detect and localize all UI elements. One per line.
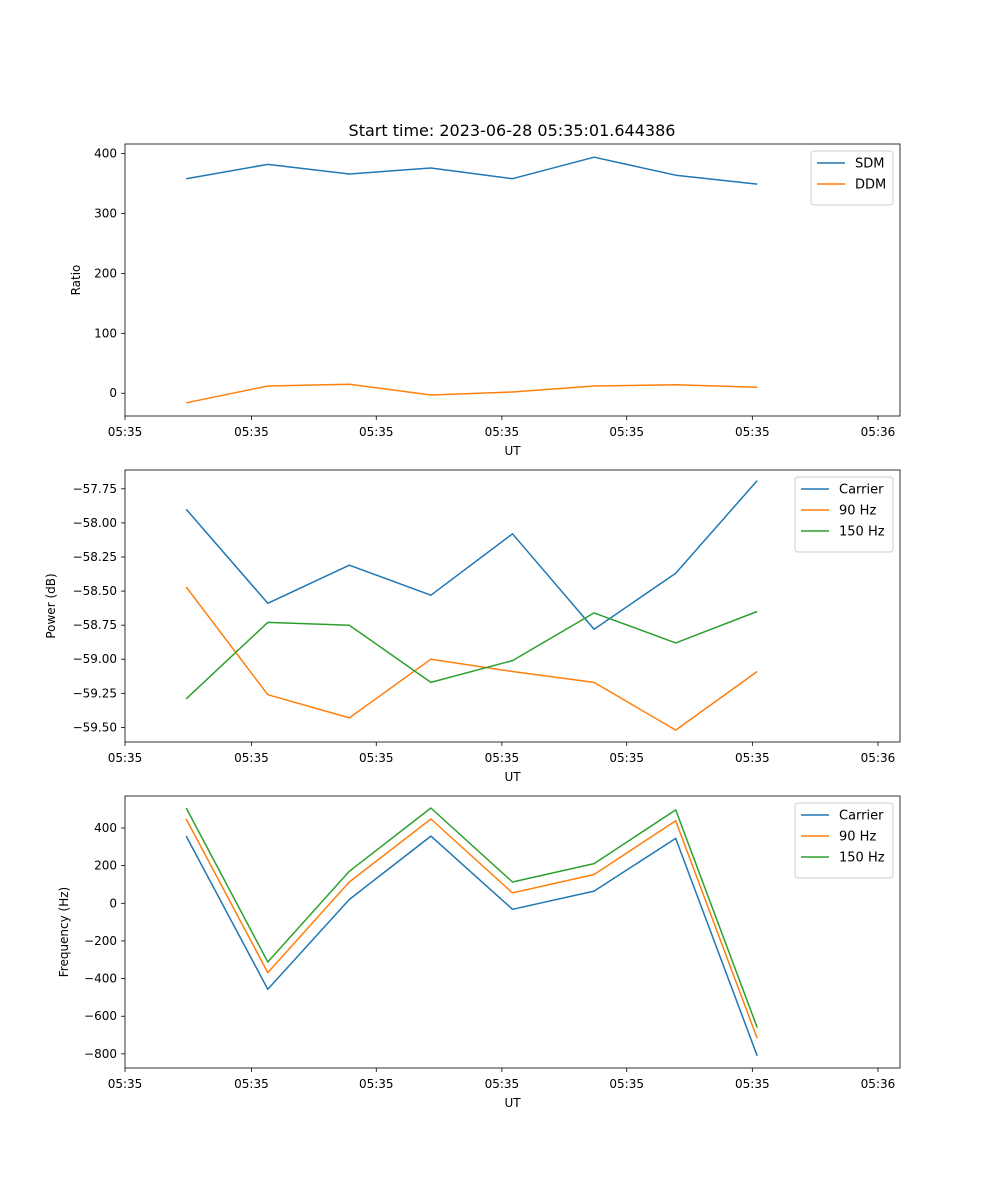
y-tick-label: 200: [94, 859, 117, 873]
x-tick-label: 05:35: [359, 425, 394, 439]
legend: SDM DDM: [810, 150, 894, 206]
series-line-150-hz: [185, 807, 758, 1028]
x-tick-label: 05:35: [609, 1077, 644, 1091]
legend-label: 90 Hz: [839, 830, 876, 845]
x-tick-label: 05:35: [108, 751, 143, 765]
legend-box: [810, 150, 894, 206]
series-line-sdm: [186, 156, 758, 185]
y-tick-label: −600: [84, 1009, 117, 1023]
axes-frame: [124, 469, 901, 743]
x-tick-label: 05:35: [485, 751, 520, 765]
x-tick-label: 05:35: [609, 425, 644, 439]
x-tick-label: 05:35: [485, 425, 520, 439]
legend-label: SDM: [855, 157, 884, 172]
legend-label: Carrier: [839, 483, 884, 498]
legend-label: 150 Hz: [839, 525, 885, 540]
legend-box: [794, 476, 894, 553]
chart-title: Start time: 2023-06-28 05:35:01.644386: [349, 121, 676, 140]
chart-panel-3: 05:35 05:35 05:35 05:35 05:35 05:35 05:36 −800 −…: [57, 795, 901, 1110]
y-tick-label: 400: [94, 821, 117, 835]
panels: 05:35 05:35 05:35 05:35 05:35 05:35 05:36 0 100 2…: [44, 143, 901, 1110]
x-axis-label: UT: [504, 444, 521, 458]
y-tick-label: 400: [94, 147, 117, 161]
y-tick-label: −58.75: [73, 618, 117, 632]
x-tick-label: 05:35: [609, 751, 644, 765]
axes-frame: [124, 795, 901, 1069]
legend: Carrier 90 Hz 150 Hz: [794, 802, 894, 879]
x-tick-label: 05:35: [735, 425, 770, 439]
y-tick-label: −59.00: [73, 652, 117, 666]
y-tick-label: 300: [94, 206, 117, 220]
y-tick-label: −400: [84, 972, 117, 986]
y-tick-label: −58.50: [73, 584, 117, 598]
chart-panel-2: 05:35 05:35 05:35 05:35 05:35 05:35 05:36 −59.5…: [44, 469, 901, 784]
legend-label: 150 Hz: [839, 851, 885, 866]
y-axis-label: Frequency (Hz): [57, 887, 71, 978]
y-tick-label: 200: [94, 266, 117, 280]
axes-frame: [124, 143, 901, 417]
x-tick-label: 05:35: [359, 1077, 394, 1091]
x-tick-label: 05:35: [359, 751, 394, 765]
x-tick-label: 05:35: [234, 425, 269, 439]
series-line-carrier: [185, 480, 758, 630]
series-line-90-hz: [185, 818, 758, 1039]
x-tick-label: 05:36: [861, 425, 896, 439]
x-tick-label: 05:35: [108, 1077, 143, 1091]
legend-label: 90 Hz: [839, 504, 876, 519]
y-tick-label: −800: [84, 1047, 117, 1061]
x-axis-label: UT: [504, 770, 521, 784]
x-tick-label: 05:35: [234, 751, 269, 765]
y-tick-label: 100: [94, 326, 117, 340]
series-line-150-hz: [185, 610, 758, 700]
y-tick-label: 0: [109, 896, 117, 910]
y-axis-label: Ratio: [69, 265, 83, 296]
series-line-ddm: [186, 383, 758, 404]
legend-box: [794, 802, 894, 879]
x-axis-label: UT: [504, 1096, 521, 1110]
y-tick-label: −59.50: [73, 720, 117, 734]
x-tick-label: 05:35: [234, 1077, 269, 1091]
x-tick-label: 05:35: [735, 751, 770, 765]
chart-panel-1: 05:35 05:35 05:35 05:35 05:35 05:35 05:36 0 100 2…: [69, 143, 901, 458]
y-tick-label: −59.25: [73, 686, 117, 700]
y-tick-label: −200: [84, 934, 117, 948]
legend: Carrier 90 Hz 150 Hz: [794, 476, 894, 553]
series-line-90-hz: [185, 586, 758, 731]
y-tick-label: −58.25: [73, 550, 117, 564]
x-tick-label: 05:35: [485, 1077, 520, 1091]
series-line-carrier: [185, 835, 758, 1057]
y-tick-label: −57.75: [73, 482, 117, 496]
y-tick-label: −58.00: [73, 516, 117, 530]
legend-label: DDM: [855, 178, 886, 193]
x-tick-label: 05:35: [108, 425, 143, 439]
legend-label: Carrier: [839, 809, 884, 824]
x-tick-label: 05:36: [861, 1077, 896, 1091]
x-tick-label: 05:35: [735, 1077, 770, 1091]
y-tick-label: 0: [109, 386, 117, 400]
x-tick-label: 05:36: [861, 751, 896, 765]
y-axis-label: Power (dB): [44, 573, 58, 638]
